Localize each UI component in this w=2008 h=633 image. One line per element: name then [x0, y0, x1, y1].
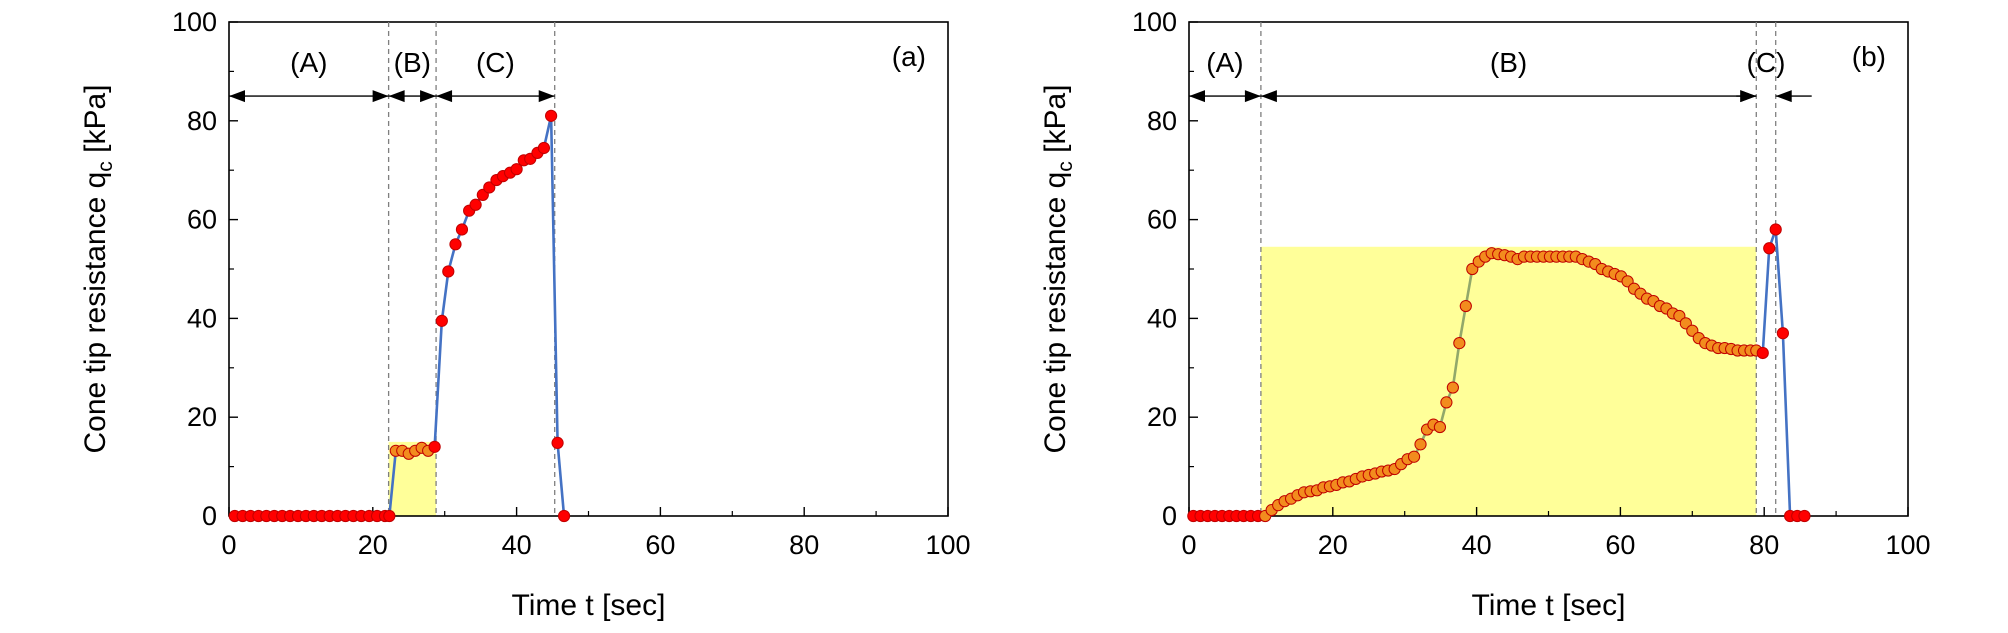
data-point: [545, 109, 558, 122]
y-tick-label: 0: [1162, 501, 1177, 531]
series-line-segment: [1458, 304, 1468, 345]
x-tick-label: 20: [358, 530, 388, 560]
phase-label: (B): [1490, 47, 1527, 78]
data-point: [510, 163, 523, 176]
x-tick-label: 60: [1605, 530, 1635, 560]
x-axis-label: Time t [sec]: [1472, 589, 1626, 622]
data-point: [537, 141, 551, 155]
phase-label: (B): [394, 47, 431, 78]
data-point: [442, 265, 455, 278]
data-point: [455, 223, 469, 236]
x-tick-label: 0: [1181, 530, 1196, 560]
series-line-segment: [1464, 267, 1474, 308]
y-tick-label: 40: [187, 303, 217, 333]
data-point: [1414, 438, 1427, 451]
y-tick-label: 100: [1132, 7, 1177, 37]
phase-arrow-head: [420, 90, 437, 103]
x-tick-label: 100: [1885, 530, 1930, 560]
phase-label: (A): [290, 47, 327, 78]
data-point: [435, 314, 448, 327]
phase-arrow-head: [229, 90, 245, 103]
series-line-segment: [1781, 331, 1792, 518]
data-point: [1446, 381, 1459, 394]
data-point: [428, 440, 441, 453]
series-line-segment: [549, 114, 559, 445]
y-axis-label: Cone tip resistance qc [kPa]: [1039, 84, 1077, 453]
data-point: [1756, 346, 1769, 360]
data-point: [1769, 223, 1782, 236]
y-tick-label: 100: [172, 7, 217, 37]
y-tick-label: 60: [187, 205, 217, 235]
series-line-segment: [1774, 228, 1785, 335]
y-tick-label: 0: [202, 501, 217, 531]
x-tick-label: 80: [1749, 530, 1779, 560]
x-tick-label: 20: [1318, 530, 1348, 560]
data-point: [1440, 396, 1453, 409]
data-point: [1453, 337, 1466, 350]
data-point: [1776, 327, 1789, 340]
data-point: [557, 509, 571, 523]
x-axis-label: Time t [sec]: [512, 589, 666, 622]
phase-label: (C): [1747, 47, 1786, 78]
data-point: [551, 436, 564, 449]
series-line-segment: [556, 441, 566, 518]
y-tick-label: 20: [187, 402, 217, 432]
series-line-segment: [440, 270, 450, 323]
shaded-region: [1260, 246, 1757, 516]
data-point: [1763, 242, 1776, 255]
chart-panel-b: 0 20 40 60 80 100 0 20 40 60 80 100 Time t [sec] Cone…: [1039, 7, 1931, 622]
chart-panel-a: 0 20 40 60 80 100 0 20 40 60 80 100 Time t [sec] Cone…: [79, 7, 971, 622]
data-point: [1407, 450, 1421, 463]
data-point: [449, 238, 462, 251]
y-tick-label: 60: [1147, 205, 1177, 235]
series-line-segment: [1761, 246, 1771, 355]
x-tick-label: 80: [789, 530, 819, 560]
x-tick-label: 60: [645, 530, 675, 560]
y-tick-label: 80: [187, 106, 217, 136]
x-tick-label: 0: [221, 530, 236, 560]
y-tick-label: 40: [1147, 303, 1177, 333]
x-tick-label: 40: [502, 530, 532, 560]
series-line-segment: [433, 319, 444, 449]
series-line-segment: [1451, 341, 1461, 389]
panel-label: (a): [892, 41, 926, 72]
data-point: [1798, 509, 1811, 523]
data-point: [1459, 299, 1472, 313]
y-tick-label: 80: [1147, 106, 1177, 136]
phase-arrow-head: [538, 90, 555, 103]
x-tick-label: 100: [925, 530, 970, 560]
phase-label: (A): [1206, 47, 1243, 78]
phase-arrow-head: [372, 90, 389, 103]
phase-label: (C): [476, 47, 515, 78]
phase-arrow-head: [1189, 90, 1205, 103]
x-tick-label: 40: [1462, 530, 1492, 560]
data-point: [469, 198, 482, 211]
panel-label: (b): [1852, 41, 1886, 72]
y-tick-label: 20: [1147, 402, 1177, 432]
y-axis-label: Cone tip resistance qc [kPa]: [79, 84, 117, 453]
data-point: [1433, 420, 1447, 434]
phase-arrow-head: [1244, 90, 1261, 103]
data-point: [483, 181, 496, 194]
phase-arrow-head: [1260, 90, 1277, 103]
phase-arrow-head: [388, 90, 405, 103]
data-point: [383, 509, 396, 523]
phase-arrow-head: [436, 90, 453, 103]
series-line-segment: [388, 449, 398, 518]
